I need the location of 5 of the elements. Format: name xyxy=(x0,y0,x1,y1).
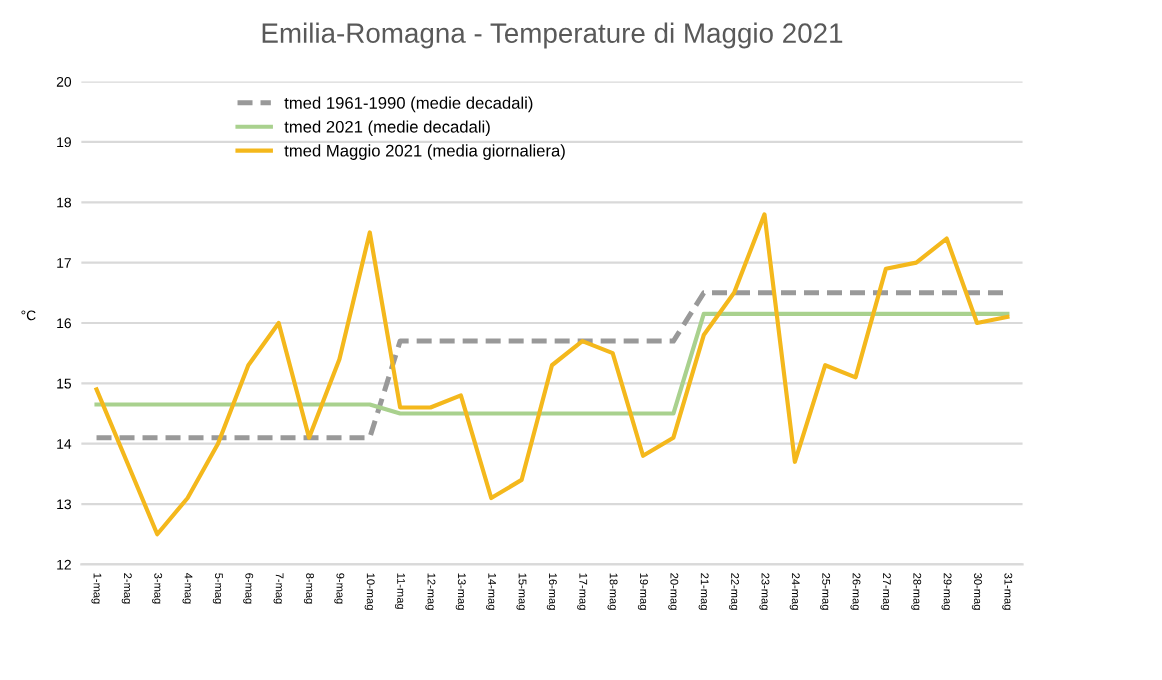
chart-title: Emilia-Romagna - Temperature di Maggio 2021 xyxy=(262,22,843,49)
line-series xyxy=(94,212,1010,537)
legend-label: tmed Maggio 2021 (media giornaliera) xyxy=(284,144,565,160)
legend-label: tmed 1961-1990 (medie decadali) xyxy=(284,96,533,113)
legend-label: tmed 2021 (medie decadali) xyxy=(284,120,490,136)
